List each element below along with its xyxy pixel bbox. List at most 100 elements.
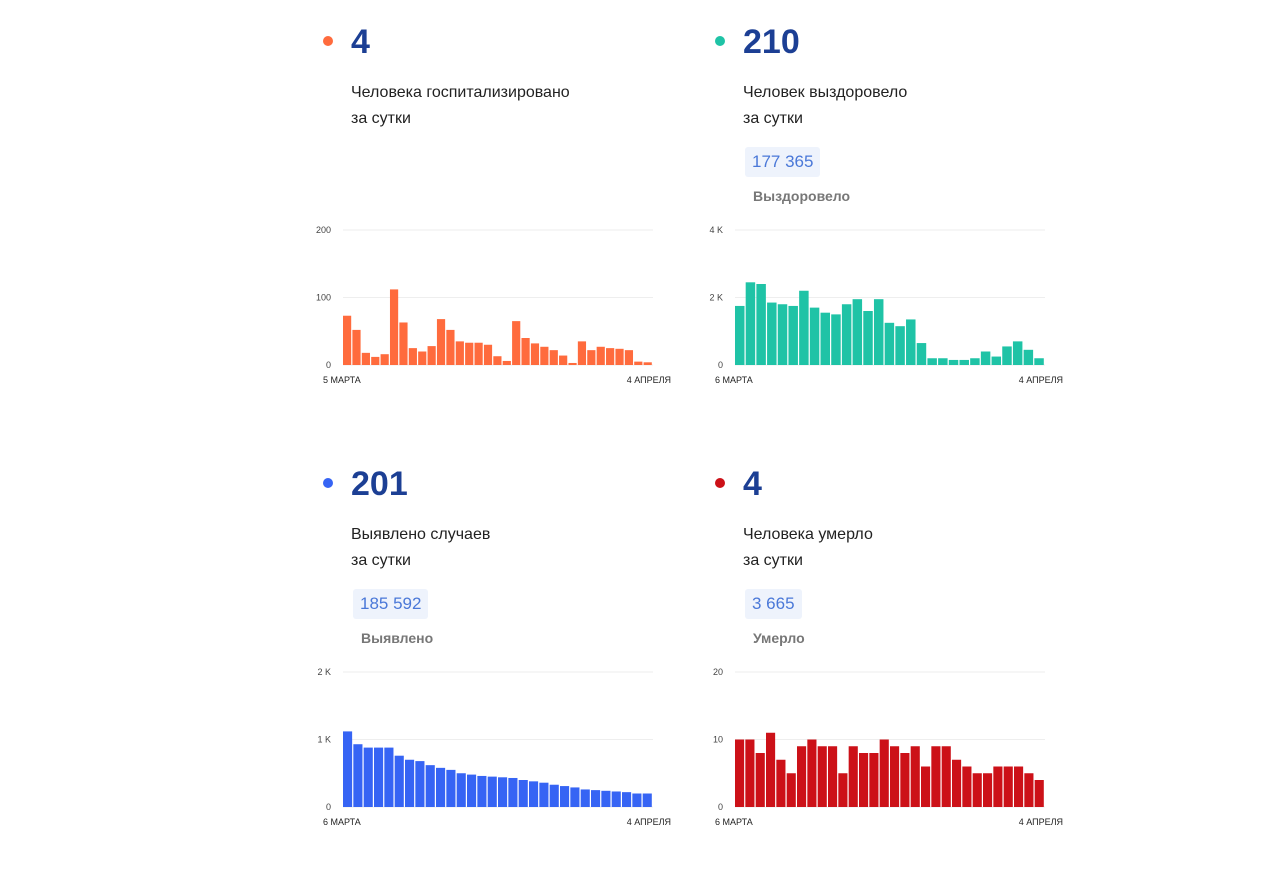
bar: [841, 304, 852, 365]
bar: [580, 789, 590, 807]
y-tick-label: 0: [718, 360, 723, 370]
bar: [408, 348, 417, 365]
bar: [560, 786, 570, 807]
bar: [436, 319, 446, 365]
total-label: Умерло: [753, 630, 805, 646]
daily-value: 4: [351, 23, 370, 61]
bar: [512, 321, 521, 365]
y-tick-label: 20: [713, 667, 723, 677]
label-line-1: Выявлено случаев: [351, 526, 491, 543]
bar: [577, 341, 587, 365]
bar: [549, 784, 559, 807]
series-dot: [715, 478, 725, 488]
chart-hospitalized: 200 100 0 5 МАРТА 4 АПРЕЛЯ: [316, 225, 671, 385]
total-label: Выздоровело: [753, 188, 851, 204]
bar: [852, 299, 863, 365]
x-start-label: 6 МАРТА: [715, 817, 753, 827]
bar: [427, 346, 436, 365]
bar: [465, 342, 474, 365]
bar: [838, 773, 848, 807]
bar: [900, 753, 910, 807]
bar: [483, 344, 493, 365]
bar: [384, 747, 394, 807]
bar: [809, 307, 820, 365]
bar: [622, 792, 632, 807]
bar: [817, 746, 827, 807]
y-tick-label: 10: [713, 735, 723, 745]
bar: [591, 790, 601, 807]
bar: [361, 352, 370, 365]
bar: [539, 782, 549, 807]
bar: [1014, 766, 1024, 807]
bar: [493, 356, 502, 365]
series-dot: [323, 36, 333, 46]
bar: [962, 766, 972, 807]
daily-label: Человек выздоровело за сутки: [743, 80, 1063, 132]
daily-value: 4: [743, 465, 762, 503]
bar: [477, 775, 487, 807]
bar: [446, 329, 455, 365]
bar: [952, 759, 962, 807]
bar: [399, 322, 408, 365]
daily-value: 201: [351, 465, 408, 503]
label-line-2: за сутки: [351, 110, 411, 127]
label-line-1: Человека госпитализировано: [351, 84, 570, 101]
bar: [991, 356, 1002, 365]
total-badge: 3 665: [745, 589, 802, 619]
bar: [931, 746, 941, 807]
series-dot: [715, 36, 725, 46]
bar: [993, 766, 1003, 807]
bar: [980, 351, 991, 365]
bar: [418, 351, 427, 365]
bar: [927, 358, 937, 365]
y-tick-label: 4 K: [709, 225, 723, 235]
bar: [352, 329, 361, 365]
chart-deaths: 20 10 0 6 МАРТА 4 АПРЕЛЯ: [713, 667, 1063, 827]
series-dot: [323, 478, 333, 488]
bar: [884, 322, 895, 365]
daily-label: Человека умерло за сутки: [743, 522, 1063, 574]
bar: [529, 781, 539, 807]
bar: [735, 739, 745, 807]
bar: [474, 342, 483, 365]
bar: [371, 356, 380, 365]
bar: [455, 341, 464, 365]
bar: [405, 759, 415, 807]
bar: [1012, 341, 1023, 365]
bar: [921, 766, 931, 807]
bar: [766, 732, 776, 807]
y-tick-label: 0: [718, 802, 723, 812]
bar: [425, 765, 435, 807]
x-end-label: 4 АПРЕЛЯ: [1019, 375, 1063, 385]
bar: [859, 753, 869, 807]
bar: [549, 350, 558, 365]
x-end-label: 4 АПРЕЛЯ: [627, 817, 671, 827]
y-tick-label: 100: [316, 293, 331, 303]
y-tick-label: 0: [326, 360, 331, 370]
bar: [1034, 780, 1044, 807]
bar: [799, 290, 809, 365]
bar: [518, 780, 528, 807]
bar: [745, 282, 756, 365]
bar: [559, 355, 568, 365]
bar: [797, 746, 807, 807]
bar: [831, 314, 841, 365]
panel-deaths: 4 Человека умерло за сутки 3 665 Умерло …: [713, 452, 1085, 872]
bar: [863, 311, 873, 365]
bar: [895, 326, 905, 365]
y-tick-label: 2 K: [709, 293, 723, 303]
bar: [446, 769, 456, 807]
bar: [570, 787, 580, 807]
bar: [735, 305, 745, 365]
chart-recovered: 4 K 2 K 0 6 МАРТА 4 АПРЕЛЯ: [709, 225, 1063, 385]
label-line-2: за сутки: [743, 552, 803, 569]
bar: [596, 346, 605, 365]
bar: [916, 343, 927, 365]
daily-label: Человека госпитализировано за сутки: [351, 80, 671, 132]
y-tick-label: 200: [316, 225, 331, 235]
daily-label: Выявлено случаев за сутки: [351, 522, 671, 574]
bar: [959, 359, 969, 365]
chart-cases: 2 K 1 K 0 6 МАРТА 4 АПРЕЛЯ: [317, 667, 671, 827]
label-line-1: Человек выздоровело: [743, 84, 908, 101]
bar: [587, 350, 596, 365]
